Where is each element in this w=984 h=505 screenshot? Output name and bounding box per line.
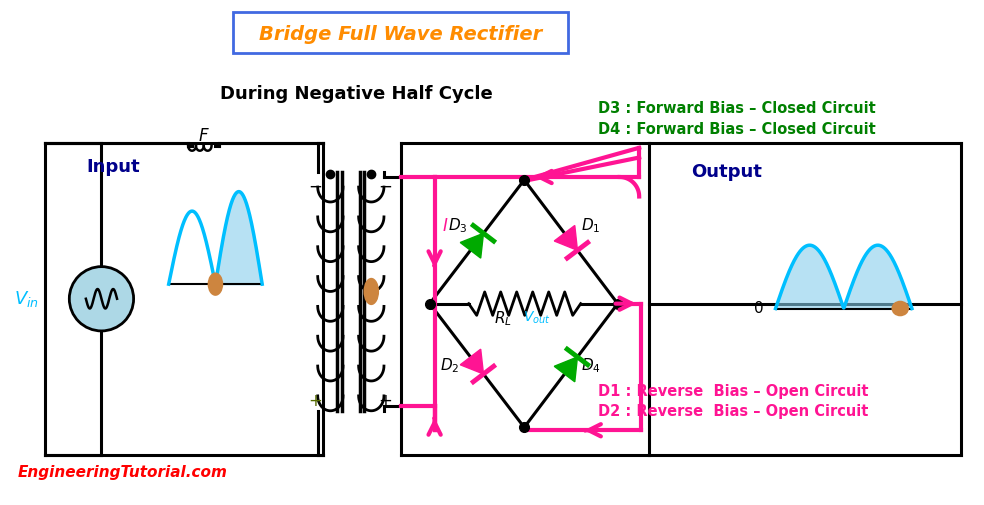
Text: Input: Input: [87, 158, 140, 176]
Text: $V_{out}$: $V_{out}$: [523, 310, 551, 326]
Text: F: F: [199, 127, 209, 145]
Text: $D_4$: $D_4$: [581, 357, 600, 375]
Text: −: −: [378, 178, 392, 196]
Polygon shape: [554, 357, 578, 382]
Text: $D_1$: $D_1$: [581, 216, 600, 235]
Ellipse shape: [892, 300, 909, 316]
Text: +: +: [378, 392, 392, 410]
Text: D1 : Reverse  Bias – Open Circuit: D1 : Reverse Bias – Open Circuit: [598, 384, 869, 399]
Ellipse shape: [363, 278, 379, 305]
Text: Output: Output: [692, 163, 763, 181]
Text: $D_3$: $D_3$: [448, 216, 467, 235]
Text: $R_L$: $R_L$: [494, 309, 512, 328]
Polygon shape: [461, 349, 483, 374]
Text: $V_{in}$: $V_{in}$: [14, 289, 39, 309]
Text: 0: 0: [754, 301, 764, 316]
Text: $D_2$: $D_2$: [440, 357, 460, 375]
Text: I: I: [443, 217, 448, 235]
Text: EngineeringTutorial.com: EngineeringTutorial.com: [18, 465, 228, 480]
Polygon shape: [461, 233, 483, 258]
Text: +: +: [308, 392, 322, 410]
Text: D4 : Forward Bias – Closed Circuit: D4 : Forward Bias – Closed Circuit: [598, 122, 876, 137]
Text: −: −: [308, 178, 322, 196]
Text: D2 : Reverse  Bias – Open Circuit: D2 : Reverse Bias – Open Circuit: [598, 405, 869, 419]
Circle shape: [69, 267, 134, 331]
Ellipse shape: [208, 273, 223, 296]
Text: Bridge Full Wave Rectifier: Bridge Full Wave Rectifier: [259, 25, 542, 44]
Text: D3 : Forward Bias – Closed Circuit: D3 : Forward Bias – Closed Circuit: [598, 102, 876, 116]
FancyBboxPatch shape: [233, 13, 568, 54]
Polygon shape: [554, 226, 578, 250]
Text: During Negative Half Cycle: During Negative Half Cycle: [220, 85, 493, 103]
